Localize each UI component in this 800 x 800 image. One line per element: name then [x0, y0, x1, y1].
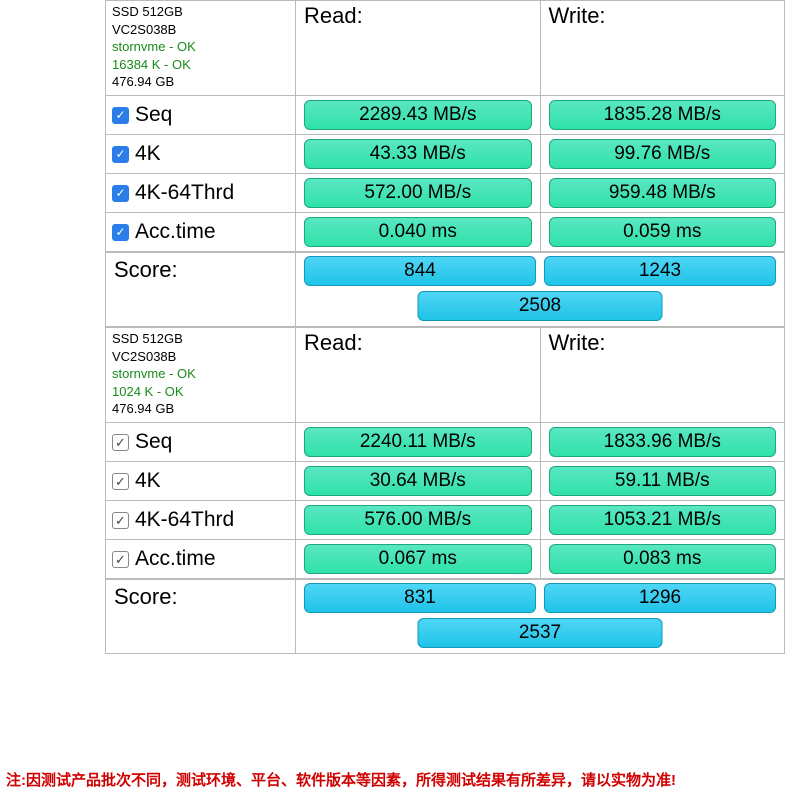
score-read-bar: 831 [304, 583, 536, 613]
score-total-bar: 2508 [418, 291, 663, 321]
read-cell: 30.64 MB/s [296, 462, 541, 500]
row-label-text: Seq [135, 103, 172, 127]
read-cell: 0.040 ms [296, 213, 541, 251]
read-cell: 2289.43 MB/s [296, 96, 541, 134]
read-cell: 0.067 ms [296, 540, 541, 578]
row-label-text: Seq [135, 430, 172, 454]
device-info-1: SSD 512GB VC2S038B stornvme - OK 16384 K… [106, 1, 296, 95]
write-cell: 99.76 MB/s [541, 135, 785, 173]
write-cell: 1835.28 MB/s [541, 96, 785, 134]
read-cell: 2240.11 MB/s [296, 423, 541, 461]
write-value-bar: 1053.21 MB/s [549, 505, 777, 535]
device-model: VC2S038B [112, 21, 289, 39]
read-value-bar: 30.64 MB/s [304, 466, 532, 496]
write-header: Write: [541, 1, 785, 95]
benchmark-table: SSD 512GB VC2S038B stornvme - OK 16384 K… [105, 0, 785, 654]
write-value-bar: 1835.28 MB/s [549, 100, 777, 130]
write-value-bar: 0.083 ms [549, 544, 777, 574]
score-write-bar: 1296 [544, 583, 776, 613]
device-name: SSD 512GB [112, 3, 289, 21]
device-block: 16384 K - OK [112, 56, 289, 74]
read-value-bar: 576.00 MB/s [304, 505, 532, 535]
row-label: ✓ Seq [106, 423, 296, 461]
write-cell: 959.48 MB/s [541, 174, 785, 212]
score-label: Score: [106, 580, 296, 653]
write-cell: 1053.21 MB/s [541, 501, 785, 539]
device-driver: stornvme - OK [112, 38, 289, 56]
read-value-bar: 572.00 MB/s [304, 178, 532, 208]
read-cell: 576.00 MB/s [296, 501, 541, 539]
benchmark-row-acc: ✓ Acc.time 0.040 ms 0.059 ms [105, 213, 785, 252]
row-label: ✓ Acc.time [106, 540, 296, 578]
write-header: Write: [541, 328, 785, 422]
benchmark-row-4k64: ✓ 4K-64Thrd 572.00 MB/s 959.48 MB/s [105, 174, 785, 213]
read-value-bar: 0.067 ms [304, 544, 532, 574]
write-value-bar: 59.11 MB/s [549, 466, 777, 496]
device-capacity: 476.94 GB [112, 73, 289, 91]
device-model: VC2S038B [112, 348, 289, 366]
benchmark-row-seq: ✓ Seq 2289.43 MB/s 1835.28 MB/s [105, 96, 785, 135]
score-values: 831 1296 2537 [296, 580, 784, 653]
read-header: Read: [296, 328, 541, 422]
benchmark-row-4k: ✓ 4K 30.64 MB/s 59.11 MB/s [105, 462, 785, 501]
panel2-score-row: Score: 831 1296 2537 [105, 579, 785, 654]
benchmark-row-4k: ✓ 4K 43.33 MB/s 99.76 MB/s [105, 135, 785, 174]
row-label: ✓ 4K [106, 135, 296, 173]
row-label-text: Acc.time [135, 547, 216, 571]
device-driver: stornvme - OK [112, 365, 289, 383]
checkbox-4k[interactable]: ✓ [112, 146, 129, 163]
write-value-bar: 99.76 MB/s [549, 139, 777, 169]
panel1-header: SSD 512GB VC2S038B stornvme - OK 16384 K… [105, 0, 785, 96]
read-cell: 572.00 MB/s [296, 174, 541, 212]
row-label: ✓ 4K [106, 462, 296, 500]
read-cell: 43.33 MB/s [296, 135, 541, 173]
score-values: 844 1243 2508 [296, 253, 784, 326]
checkbox-4k64[interactable]: ✓ [112, 512, 129, 529]
device-name: SSD 512GB [112, 330, 289, 348]
read-value-bar: 43.33 MB/s [304, 139, 532, 169]
footer-note: 注:因测试产品批次不同，测试环境、平台、软件版本等因素，所得测试结果有所差异，请… [0, 769, 800, 790]
row-label-text: 4K-64Thrd [135, 181, 234, 205]
benchmark-row-acc: ✓ Acc.time 0.067 ms 0.083 ms [105, 540, 785, 579]
read-header: Read: [296, 1, 541, 95]
panel2-header: SSD 512GB VC2S038B stornvme - OK 1024 K … [105, 327, 785, 423]
checkbox-seq[interactable]: ✓ [112, 107, 129, 124]
checkbox-4k64[interactable]: ✓ [112, 185, 129, 202]
checkbox-acc[interactable]: ✓ [112, 224, 129, 241]
score-read-bar: 844 [304, 256, 536, 286]
row-label-text: Acc.time [135, 220, 216, 244]
row-label: ✓ 4K-64Thrd [106, 174, 296, 212]
device-info-2: SSD 512GB VC2S038B stornvme - OK 1024 K … [106, 328, 296, 422]
write-cell: 0.059 ms [541, 213, 785, 251]
write-value-bar: 1833.96 MB/s [549, 427, 777, 457]
panel1-score-row: Score: 844 1243 2508 [105, 252, 785, 327]
checkbox-4k[interactable]: ✓ [112, 473, 129, 490]
read-value-bar: 0.040 ms [304, 217, 532, 247]
score-total-bar: 2537 [418, 618, 663, 648]
write-cell: 59.11 MB/s [541, 462, 785, 500]
score-write-bar: 1243 [544, 256, 776, 286]
device-capacity: 476.94 GB [112, 400, 289, 418]
benchmark-row-seq: ✓ Seq 2240.11 MB/s 1833.96 MB/s [105, 423, 785, 462]
row-label-text: 4K [135, 142, 161, 166]
write-value-bar: 0.059 ms [549, 217, 777, 247]
write-cell: 0.083 ms [541, 540, 785, 578]
checkbox-seq[interactable]: ✓ [112, 434, 129, 451]
row-label-text: 4K [135, 469, 161, 493]
read-value-bar: 2289.43 MB/s [304, 100, 532, 130]
read-value-bar: 2240.11 MB/s [304, 427, 532, 457]
row-label: ✓ 4K-64Thrd [106, 501, 296, 539]
checkbox-acc[interactable]: ✓ [112, 551, 129, 568]
write-cell: 1833.96 MB/s [541, 423, 785, 461]
row-label-text: 4K-64Thrd [135, 508, 234, 532]
score-label: Score: [106, 253, 296, 326]
write-value-bar: 959.48 MB/s [549, 178, 777, 208]
benchmark-row-4k64: ✓ 4K-64Thrd 576.00 MB/s 1053.21 MB/s [105, 501, 785, 540]
device-block: 1024 K - OK [112, 383, 289, 401]
row-label: ✓ Acc.time [106, 213, 296, 251]
row-label: ✓ Seq [106, 96, 296, 134]
